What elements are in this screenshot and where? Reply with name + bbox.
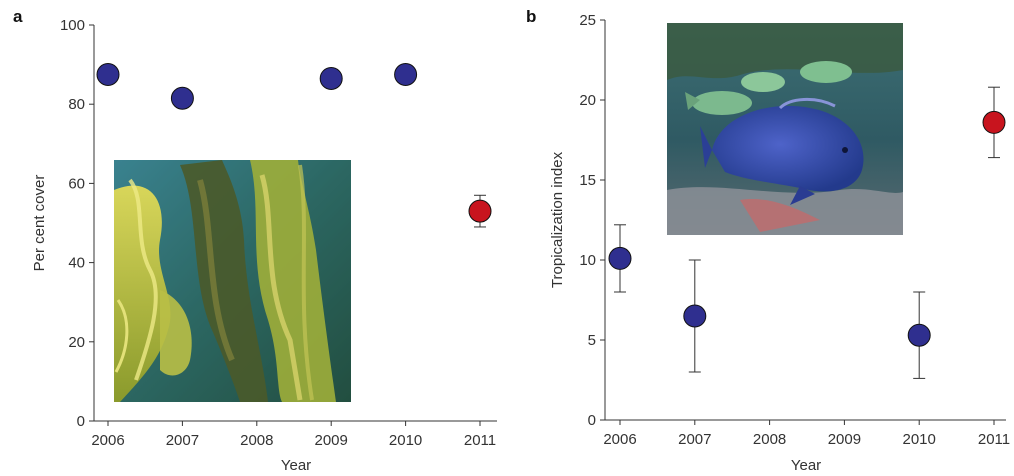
panel-a-x-ticks: 2006 2007 2008 2009 2010 2011 bbox=[91, 421, 496, 449]
data-point bbox=[319, 66, 343, 90]
x-tick-label: 2008 bbox=[240, 432, 273, 449]
y-tick-label: 15 bbox=[579, 172, 596, 189]
seaweed-photo-inset bbox=[114, 160, 351, 402]
x-tick-label: 2010 bbox=[389, 432, 422, 449]
reef-fish-photo-inset bbox=[667, 23, 903, 235]
y-tick-label: 40 bbox=[68, 255, 85, 272]
data-point bbox=[907, 323, 931, 347]
panel-a-axes bbox=[93, 25, 497, 422]
panel-b: b 0 5 10 15 20 25 2006 2007 2008 2009 2010 2011 bbox=[526, 7, 1010, 474]
panel-a-letter: a bbox=[13, 7, 23, 26]
y-tick-label: 10 bbox=[579, 252, 596, 269]
panel-a-y-axis-label: Per cent cover bbox=[31, 175, 48, 272]
x-tick-label: 2011 bbox=[978, 431, 1010, 448]
data-point bbox=[982, 110, 1006, 134]
panel-a-x-axis-label: Year bbox=[281, 457, 311, 474]
panel-b-data-points bbox=[608, 86, 1006, 379]
panel-a-data-points bbox=[96, 63, 492, 228]
y-tick-label: 20 bbox=[579, 92, 596, 109]
y-tick-label: 20 bbox=[68, 334, 85, 351]
x-tick-label: 2011 bbox=[464, 432, 496, 449]
y-tick-label: 100 bbox=[60, 17, 85, 34]
panel-b-axes bbox=[604, 20, 1006, 421]
panel-a-y-ticks: 0 20 40 60 80 100 bbox=[60, 17, 94, 430]
data-point bbox=[96, 63, 120, 86]
data-point bbox=[170, 86, 194, 110]
x-tick-label: 2009 bbox=[315, 432, 348, 449]
y-tick-label: 0 bbox=[588, 412, 596, 429]
y-tick-label: 60 bbox=[68, 175, 85, 192]
y-tick-label: 0 bbox=[77, 413, 85, 430]
y-tick-label: 5 bbox=[588, 332, 596, 349]
x-tick-label: 2007 bbox=[166, 432, 199, 449]
panel-b-y-axis-label: Tropicalization index bbox=[549, 151, 566, 288]
data-point bbox=[468, 199, 492, 223]
y-tick-label: 25 bbox=[579, 12, 596, 29]
x-tick-label: 2006 bbox=[603, 431, 636, 448]
x-tick-label: 2010 bbox=[903, 431, 936, 448]
data-point bbox=[683, 304, 707, 328]
panel-b-y-ticks: 0 5 10 15 20 25 bbox=[579, 12, 605, 429]
panel-b-x-axis-label: Year bbox=[791, 457, 821, 474]
x-tick-label: 2008 bbox=[753, 431, 786, 448]
x-tick-label: 2009 bbox=[828, 431, 861, 448]
panel-b-letter: b bbox=[526, 7, 536, 26]
x-tick-label: 2006 bbox=[91, 432, 124, 449]
y-tick-label: 80 bbox=[68, 96, 85, 113]
panel-b-x-ticks: 2006 2007 2008 2009 2010 2011 bbox=[603, 420, 1010, 448]
data-point bbox=[608, 246, 632, 270]
x-tick-label: 2007 bbox=[678, 431, 711, 448]
data-point bbox=[394, 63, 418, 86]
